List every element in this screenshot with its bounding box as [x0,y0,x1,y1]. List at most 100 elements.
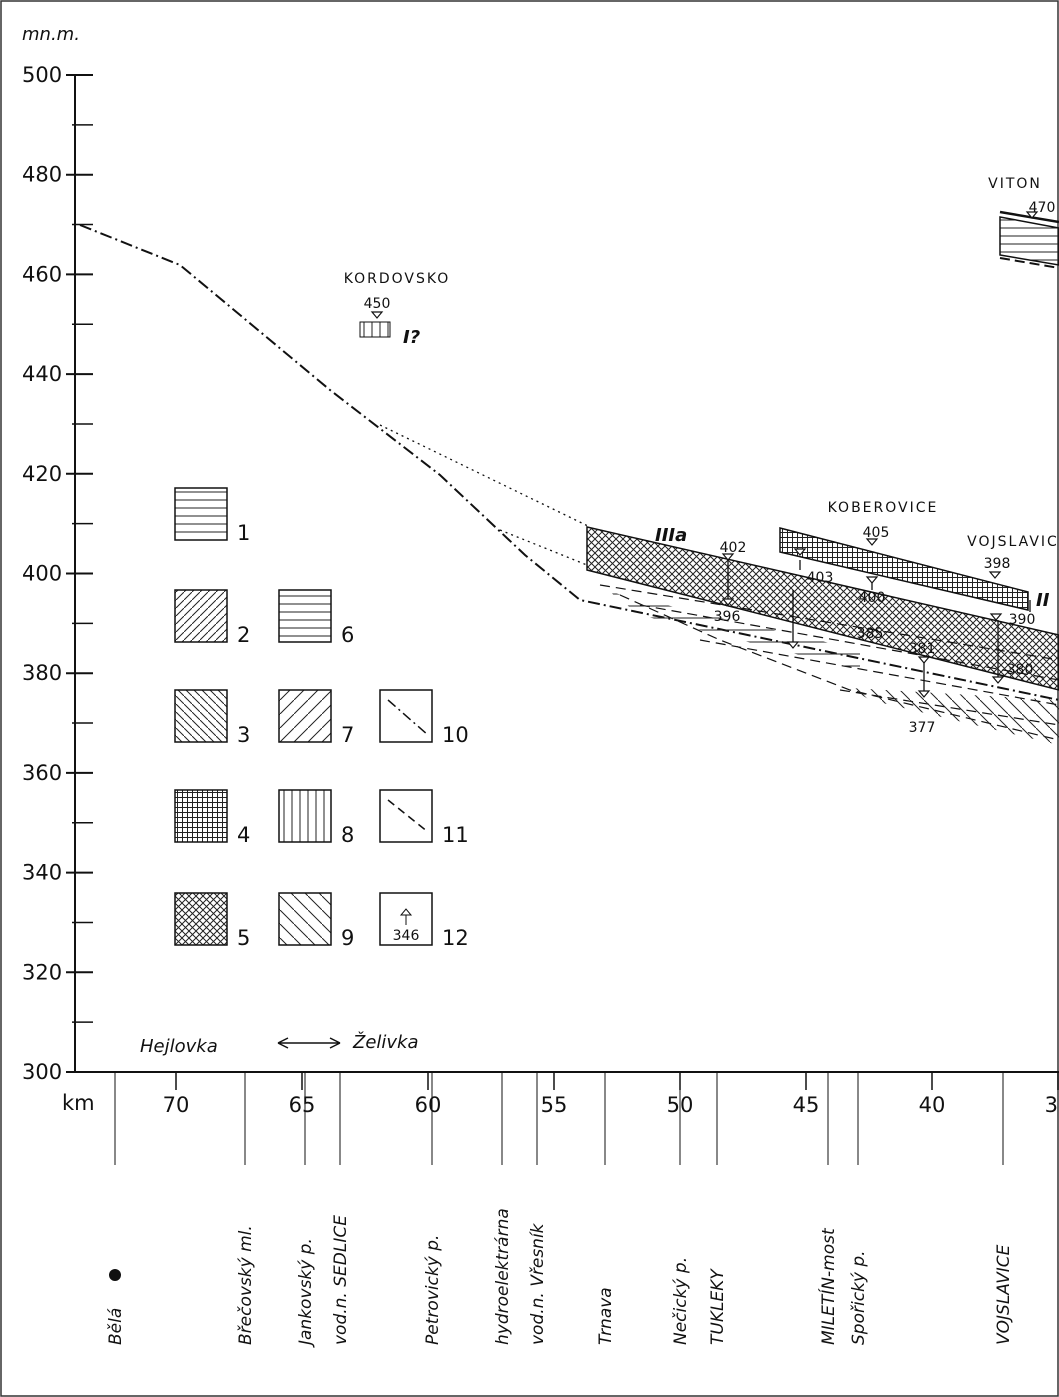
legend-number: 8 [341,823,354,847]
terrace-label: II [1036,590,1050,611]
level-markers [727,560,1031,697]
elevation-label: 450 [364,296,391,312]
level-triangle [370,311,384,319]
legend-number: 9 [341,926,354,950]
terrace-IIIa [586,526,1059,691]
station-label: Spořický p. [849,1250,869,1345]
elevation-label: 402 [720,540,747,556]
level-triangle [865,538,879,546]
river-profile [79,224,1059,701]
legend-number: 1 [237,521,250,545]
river: Hejlovka [140,1036,218,1057]
legend-number: 5 [237,926,250,950]
legend-box [379,789,433,843]
x-tick-label: 65 [289,1093,316,1117]
elevation-label: 390 [1009,612,1036,628]
station-label: vod.n. SEDLICE [331,1215,351,1345]
legend-number: 12 [442,926,469,950]
x-unit: km [62,1091,95,1115]
x-tick-label: 55 [541,1093,568,1117]
y-tick-label: 380 [22,661,62,685]
place-label: KORDOVSKO [344,271,451,287]
y-tick-label: 460 [22,262,62,286]
elevation-label: 380 [1007,662,1034,678]
legend-box [174,487,228,541]
terrace-kordovsko [359,321,391,338]
station-label: hydroelektrárna [493,1208,513,1345]
legend-box [278,892,332,946]
station-dot [109,1269,121,1281]
level-triangle [1025,211,1039,219]
legend-box [278,789,332,843]
place-label: VOJSLAVIC [967,534,1059,550]
elevation-label: 398 [984,556,1011,572]
base [999,257,1059,269]
station-label: Bělá [106,1308,126,1345]
level-triangle [721,553,735,561]
surface [999,210,1059,224]
elevation-label: 396 [714,609,741,625]
elevation-label: 385 [857,626,884,642]
hatch-lower [850,688,1059,745]
terrace-label: IIIa [655,525,687,546]
station-label: Petrovický p. [423,1235,443,1345]
level-triangle [988,571,1002,579]
level-triangle [991,676,1005,684]
legend-box [278,589,332,643]
legend-box [174,892,228,946]
elevation-label: 377 [909,720,936,736]
y-tick-label: 360 [22,761,62,785]
dotted-line [379,424,591,566]
x-tick-label: 45 [793,1093,820,1117]
hatch-fluvial [610,592,860,670]
level-triangle [917,656,931,664]
y-tick-label: 420 [22,462,62,486]
level-triangle [989,613,1003,621]
x-tick-label: 35 [1045,1093,1059,1117]
legend-box [278,689,332,743]
legend-number: 7 [341,723,354,747]
legend-number: 6 [341,623,354,647]
legend-box [174,589,228,643]
legend-sample: 346 [393,928,420,944]
legend-line [387,699,429,736]
terrace-koberovice [779,527,1029,611]
elevation-label: 400 [859,590,886,606]
y-tick-label: 480 [22,163,62,187]
elevation-label: 381 [909,641,936,657]
y-tick-label: 500 [22,63,62,87]
station-label: Trnava [596,1287,616,1345]
station-label: MILETÍN-most [817,1227,839,1345]
y-tick-label: 340 [22,861,62,885]
terrace-label: I? [403,327,420,348]
dashed-lines [599,584,1059,741]
x-tick-label: 70 [163,1093,190,1117]
y-tick-label: 400 [22,562,62,586]
y-tick-label: 440 [22,362,62,386]
x-tick-label: 60 [415,1093,442,1117]
level-triangle [786,641,800,649]
legend-line [387,799,429,833]
level-triangle [793,548,807,556]
x-tick-label: 40 [919,1093,946,1117]
terrace-vitonice [999,216,1059,266]
legend-box [174,789,228,843]
legend-number: 11 [442,823,469,847]
legend-number: 4 [237,823,250,847]
legend-number: 10 [442,723,469,747]
station-label: VOJSLAVICE [994,1244,1014,1345]
station-label: TUKLEKY [708,1268,728,1345]
level-triangle [721,598,735,606]
y-tick-label: 300 [22,1060,62,1084]
legend-number: 2 [237,623,250,647]
legend-marker [399,908,413,925]
river: Želivka [352,1031,419,1053]
station-label: Nečický p. [671,1257,691,1345]
arrow [277,1037,341,1049]
station-label: Jankovský p. [296,1238,316,1348]
elevation-label: 403 [807,570,834,586]
elevation-label: 405 [863,525,890,541]
place-label: KOBEROVICE [828,500,939,516]
